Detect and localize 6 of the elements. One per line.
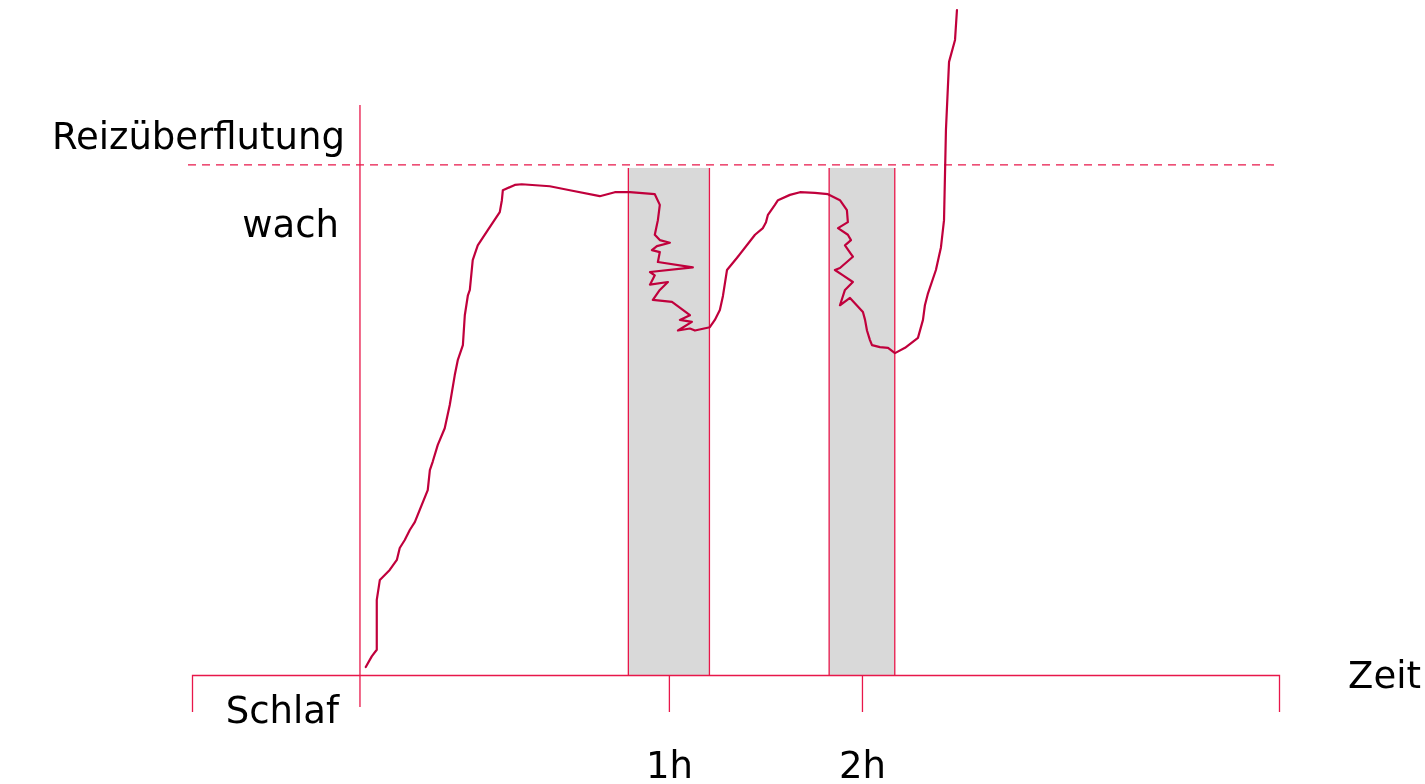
x-tick-label: 2h (838, 744, 886, 784)
x-tick-label: 1h (645, 744, 693, 784)
x-axis-title: Zeit (1348, 653, 1421, 697)
text: Schlaf (225, 688, 340, 732)
annotation: wach (242, 203, 339, 247)
ref-line-label: Reizüberflutung (51, 115, 345, 159)
